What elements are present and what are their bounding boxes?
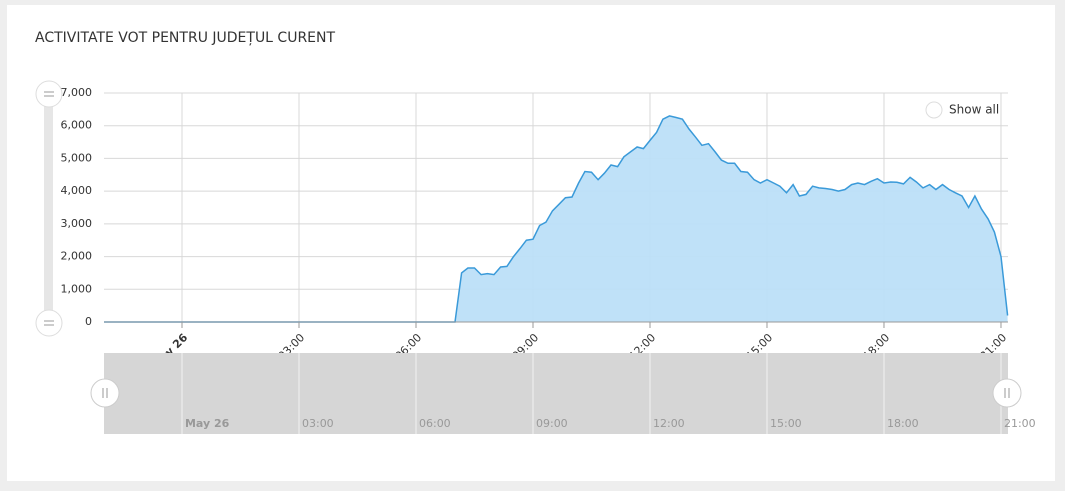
scroll-handle-top[interactable] [35,80,63,108]
area-line [104,115,1009,323]
navigator-label: 09:00 [536,417,568,430]
show-all-icon[interactable] [925,101,943,119]
y-tick-label: 5,000 [61,151,93,164]
navigator-label: 03:00 [302,417,334,430]
y-scrollbar[interactable] [44,93,53,322]
y-tick-label: 1,000 [61,282,93,295]
navigator-label: May 26 [185,417,230,430]
show-all-button[interactable]: Show all [949,103,999,117]
y-tick-label: 3,000 [61,217,93,230]
y-tick-label: 2,000 [61,250,93,263]
navigator-label: 15:00 [770,417,802,430]
y-tick-label: 4,000 [61,184,93,197]
navigator-label: 21:00 [1004,417,1036,430]
navigator-label: 12:00 [653,417,685,430]
navigator-labels: May 26 03:00 06:00 09:00 12:00 15:00 18:00 21:0… [181,353,1036,434]
navigator-handle-right[interactable] [992,378,1022,408]
chart-title: ACTIVITATE VOT PENTRU JUDEȚUL CURENT [35,30,336,46]
navigator-handle-left[interactable] [90,378,120,408]
y-tick-label: 0 [85,315,92,328]
scroll-handle-bottom[interactable] [35,309,63,337]
navigator[interactable] [104,353,1008,434]
navigator-label: 18:00 [887,417,919,430]
navigator-label: 06:00 [419,417,451,430]
area-fill [104,115,1008,323]
y-tick-label: 6,000 [61,119,93,132]
series [104,115,1009,323]
y-tick-label: 7,000 [61,86,93,99]
